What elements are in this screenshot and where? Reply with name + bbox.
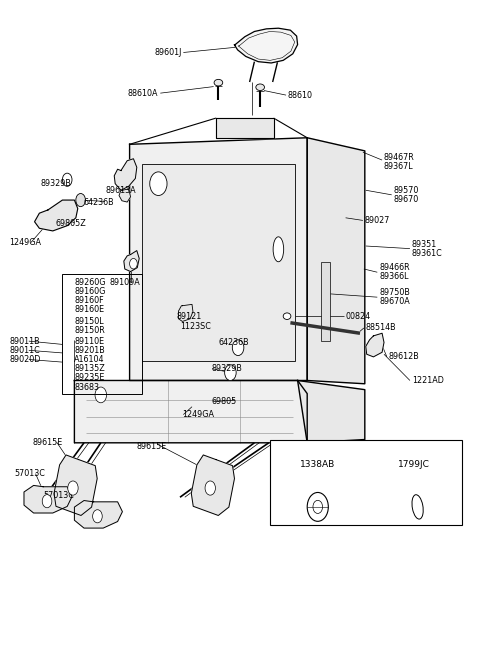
Polygon shape [234, 28, 298, 63]
Ellipse shape [214, 79, 223, 86]
Ellipse shape [412, 495, 423, 519]
Circle shape [42, 495, 52, 508]
Polygon shape [114, 159, 137, 190]
Text: 89612B: 89612B [389, 352, 420, 361]
Polygon shape [216, 118, 274, 138]
Text: 89011C: 89011C [10, 346, 40, 355]
Circle shape [307, 493, 328, 522]
Text: 89011B: 89011B [10, 337, 40, 346]
Text: 89150R: 89150R [74, 326, 105, 335]
Ellipse shape [273, 237, 284, 262]
Polygon shape [74, 501, 122, 528]
Circle shape [205, 481, 216, 495]
Text: 1799JC: 1799JC [398, 460, 430, 469]
Text: 88610: 88610 [288, 91, 313, 100]
Text: 89160G: 89160G [74, 287, 106, 296]
Circle shape [76, 194, 85, 207]
Text: 1221AD: 1221AD [412, 376, 444, 385]
Polygon shape [24, 485, 72, 513]
Ellipse shape [256, 84, 264, 91]
Circle shape [225, 365, 236, 380]
Text: 89367L: 89367L [384, 162, 414, 171]
Text: 89160F: 89160F [74, 296, 104, 305]
Text: 89109A: 89109A [109, 277, 140, 287]
Text: 57013C: 57013C [43, 491, 74, 501]
Text: 64236B: 64236B [218, 338, 249, 347]
Text: 69805Z: 69805Z [55, 218, 86, 228]
Text: 89329B: 89329B [211, 364, 242, 373]
Polygon shape [192, 455, 234, 516]
Text: 88514B: 88514B [366, 323, 396, 333]
Text: A16104: A16104 [74, 355, 105, 364]
Circle shape [232, 340, 244, 356]
Text: 89366L: 89366L [379, 272, 408, 281]
Text: 89670A: 89670A [379, 297, 410, 306]
Text: 89135Z: 89135Z [74, 364, 105, 373]
Text: 89027: 89027 [365, 216, 390, 225]
Text: 89201B: 89201B [74, 346, 105, 355]
Text: 89615E: 89615E [33, 438, 63, 447]
Text: 89750B: 89750B [379, 288, 410, 297]
Circle shape [93, 510, 102, 523]
Text: 89160E: 89160E [74, 305, 105, 314]
Polygon shape [130, 138, 307, 380]
Text: 89150L: 89150L [74, 317, 104, 326]
Circle shape [62, 173, 72, 186]
Bar [62, 274, 142, 394]
Text: 89670: 89670 [394, 195, 419, 204]
Text: 89121: 89121 [177, 312, 202, 321]
Circle shape [313, 501, 323, 514]
Polygon shape [35, 200, 78, 231]
Text: 1249GA: 1249GA [182, 410, 215, 419]
Text: 89467R: 89467R [384, 153, 415, 162]
Circle shape [130, 258, 137, 269]
Text: 89260G: 89260G [74, 277, 106, 287]
Text: 1338AB: 1338AB [300, 460, 336, 469]
Polygon shape [298, 380, 365, 443]
Polygon shape [366, 333, 384, 357]
Text: 69805: 69805 [211, 397, 237, 406]
Text: 57013C: 57013C [14, 469, 45, 478]
Text: 89020D: 89020D [10, 355, 41, 364]
Text: 1249GA: 1249GA [10, 238, 42, 247]
Polygon shape [74, 380, 307, 443]
Text: 88610A: 88610A [128, 89, 158, 98]
Text: 64236B: 64236B [84, 197, 115, 207]
Text: 89466R: 89466R [379, 263, 410, 272]
Polygon shape [307, 138, 365, 384]
Text: 83683: 83683 [74, 382, 99, 392]
Polygon shape [179, 304, 193, 321]
Text: 89110E: 89110E [74, 337, 105, 346]
Polygon shape [124, 251, 139, 272]
Text: 00824: 00824 [346, 312, 371, 321]
Bar [270, 440, 462, 525]
Circle shape [68, 481, 78, 495]
Text: 1123SC: 1123SC [180, 322, 211, 331]
Text: 89615E: 89615E [137, 441, 167, 451]
Text: 89351: 89351 [412, 239, 437, 249]
Text: 89570: 89570 [394, 186, 419, 195]
Text: 89361C: 89361C [412, 249, 443, 258]
Ellipse shape [283, 313, 291, 319]
Bar [321, 262, 330, 341]
Text: 89235E: 89235E [74, 373, 105, 382]
Circle shape [95, 387, 107, 403]
Text: 89613A: 89613A [106, 186, 136, 195]
Polygon shape [54, 455, 97, 516]
Text: 89329B: 89329B [41, 179, 72, 188]
Bar [142, 164, 295, 361]
Text: 89601J: 89601J [154, 48, 181, 57]
Circle shape [150, 172, 167, 195]
Polygon shape [119, 189, 131, 202]
